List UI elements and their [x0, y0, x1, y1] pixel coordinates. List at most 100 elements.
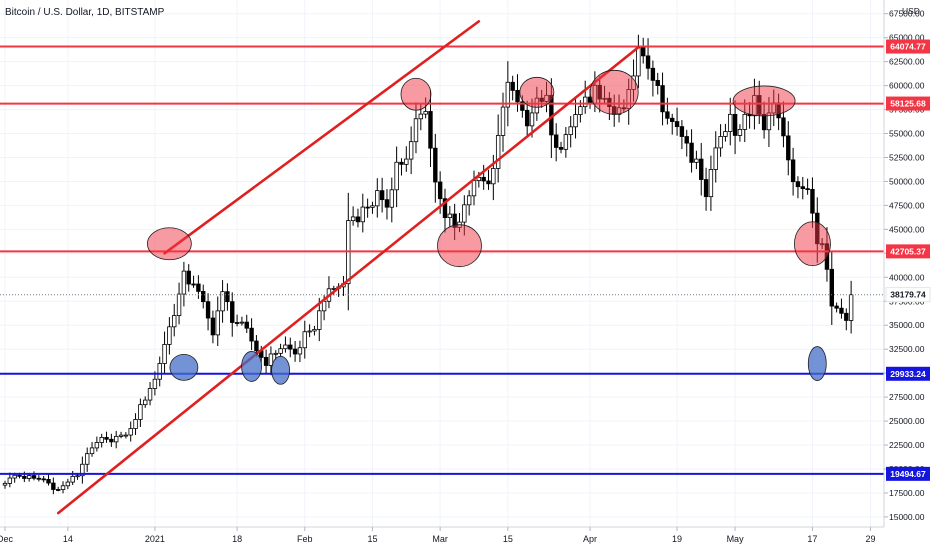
x-tick-label: 14 [63, 534, 73, 544]
candle-body [505, 81, 511, 108]
y-tick-label: 47500.00 [889, 200, 925, 210]
candle-body [810, 189, 815, 214]
candle-body [742, 113, 747, 130]
chart-title: Bitcoin / U.S. Dollar, 1D, BITSTAMP [5, 7, 165, 18]
candle-body [230, 301, 235, 323]
resistance-price-tag-label: 64074.77 [890, 42, 926, 52]
candle-body [583, 96, 588, 108]
candle-body [273, 352, 278, 355]
y-tick-label: 52500.00 [889, 152, 925, 162]
candle-body [307, 330, 312, 333]
candle-body [834, 305, 839, 309]
candle-body [7, 477, 13, 484]
candle-body [51, 482, 56, 490]
candle-body [239, 321, 245, 324]
candle-body [244, 321, 249, 329]
candle-body [578, 106, 583, 115]
candle-body [437, 181, 443, 200]
y-tick-label: 65000.00 [889, 33, 925, 43]
y-tick-label: 22500.00 [889, 440, 925, 450]
candle-body [263, 357, 269, 366]
candle-body [699, 158, 704, 180]
candle-body [176, 293, 182, 316]
candle-body [510, 81, 515, 91]
candle-body [80, 463, 85, 477]
y-tick-label: 40000.00 [889, 272, 925, 282]
candle-body [355, 216, 361, 223]
x-tick-label: 18 [232, 534, 242, 544]
y-tick-label: 67500.00 [889, 9, 925, 19]
candle-body [283, 344, 288, 350]
candle-body [55, 489, 61, 491]
red-ellipse-marker [589, 69, 639, 115]
candle-body [94, 442, 100, 449]
resistance-price-tag [886, 96, 930, 111]
candle-body [172, 315, 177, 328]
candle-body [157, 363, 162, 380]
candle-body [462, 204, 467, 223]
candle-body [558, 147, 564, 150]
y-tick-label: 17500.00 [889, 488, 925, 498]
channel-upper-line [163, 20, 481, 255]
x-tick-label: Dec [0, 534, 13, 544]
candle-body [781, 117, 786, 137]
candle-body [186, 270, 191, 285]
candle-body [109, 438, 114, 443]
time-axis[interactable]: Dec 14 2021 18 Feb 15 Mar 15 Apr 19 May 17 29 [0, 527, 875, 544]
candle-body [133, 419, 138, 429]
candle-body [75, 475, 80, 478]
candle-body [684, 136, 689, 144]
red-ellipse-marker [437, 224, 482, 268]
currency-label: USD [902, 6, 920, 16]
candle-body [418, 113, 424, 120]
candle-body [636, 47, 641, 77]
candle-body [288, 344, 293, 350]
support-price-tag [886, 366, 930, 381]
candle-body [143, 399, 148, 406]
y-tick-label: 25000.00 [889, 416, 925, 426]
y-tick-label: 50000.00 [889, 176, 925, 186]
candle-body [447, 213, 453, 219]
candle-body [524, 109, 530, 127]
candle-body [292, 348, 298, 355]
x-tick-label: Mar [432, 534, 448, 544]
candle-body [529, 112, 535, 127]
candle-body [423, 111, 428, 115]
candle-body [641, 47, 646, 57]
resistance-price-tag-label: 42705.37 [890, 246, 926, 256]
red-ellipse-marker [732, 85, 796, 117]
support-price-tag-label: 29933.24 [890, 369, 926, 379]
candle-body [573, 114, 578, 128]
candle-body [65, 481, 71, 487]
candle-body [104, 437, 109, 440]
y-tick-label: 32500.00 [889, 344, 925, 354]
y-tick-label: 55000.00 [889, 129, 925, 139]
candle-body [408, 141, 414, 160]
red-ellipse-marker [146, 227, 192, 261]
candle-body [670, 117, 675, 122]
candle-body [210, 317, 216, 336]
candle-body [36, 477, 42, 480]
candle-body [26, 475, 32, 479]
y-tick-label: 62500.00 [889, 57, 925, 67]
candle-body [162, 343, 167, 364]
candle-body [220, 291, 225, 312]
candle-body [31, 475, 37, 479]
candle-body [708, 169, 714, 198]
candle-body [844, 312, 849, 321]
candle-body [674, 121, 680, 128]
candle-body [254, 340, 259, 352]
trend-channel [56, 20, 640, 515]
candle-body [317, 310, 322, 330]
candle-body [147, 388, 153, 401]
candle-body [225, 291, 230, 303]
y-tick-label: 45000.00 [889, 224, 925, 234]
candle-body [520, 101, 525, 111]
candle-body [650, 67, 656, 81]
candle-body [428, 111, 433, 149]
candle-body [466, 195, 472, 206]
candle-body [786, 135, 791, 161]
markers [146, 69, 831, 385]
candle-body [384, 199, 390, 208]
